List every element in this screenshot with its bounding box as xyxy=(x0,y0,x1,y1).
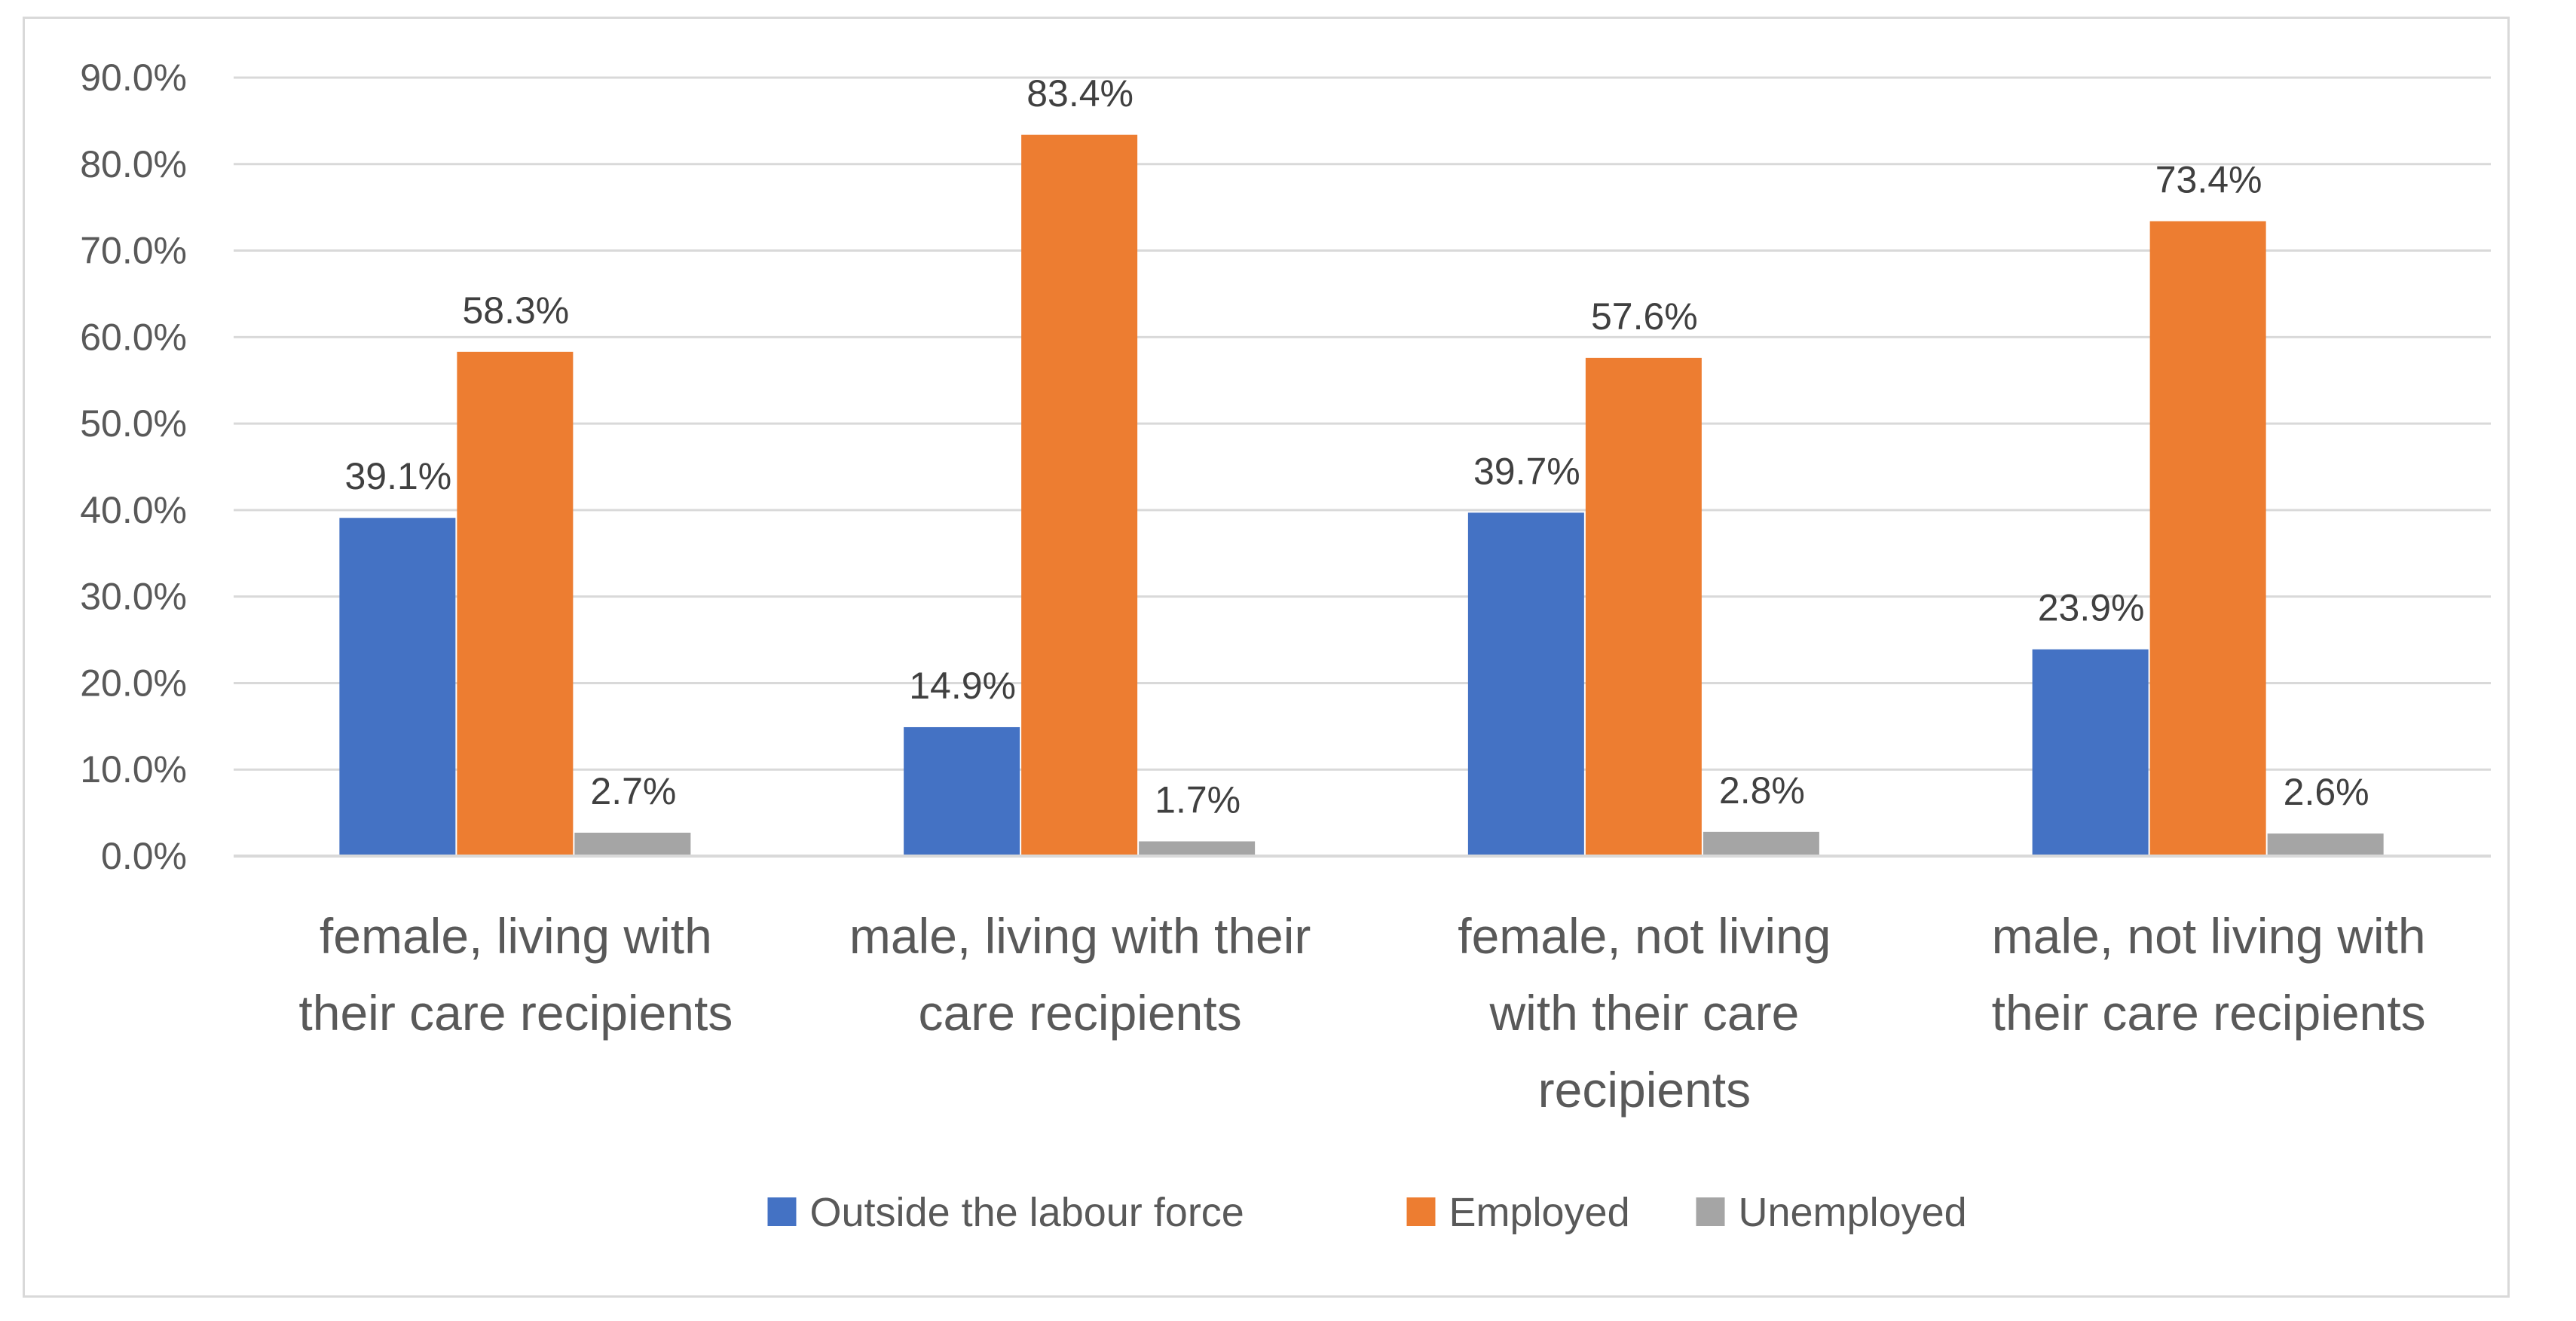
bar xyxy=(1703,831,1819,856)
y-tick-label: 80.0% xyxy=(80,143,187,185)
data-label: 2.6% xyxy=(2284,771,2369,813)
legend-item: Outside the labour force xyxy=(767,1190,1244,1235)
legend-label: Outside the labour force xyxy=(810,1190,1244,1235)
category-label: care recipients xyxy=(919,985,1242,1041)
y-tick-label: 60.0% xyxy=(80,316,187,358)
y-tick-label: 70.0% xyxy=(80,230,187,272)
legend-swatch xyxy=(767,1197,797,1226)
y-tick-label: 90.0% xyxy=(80,57,187,99)
category-label: male, living with their xyxy=(849,908,1311,964)
legend-swatch xyxy=(1406,1197,1436,1226)
data-label: 39.1% xyxy=(344,455,451,497)
category-label: their care recipients xyxy=(1992,985,2426,1041)
y-tick-label: 50.0% xyxy=(80,402,187,445)
bars xyxy=(339,134,2384,857)
category-label: recipients xyxy=(1538,1062,1751,1118)
category-label: their care recipients xyxy=(298,985,733,1041)
bar xyxy=(574,833,691,856)
legend-label: Employed xyxy=(1449,1190,1630,1235)
category-label: female, living with xyxy=(320,908,712,964)
legend-swatch xyxy=(1696,1197,1725,1226)
y-axis-tick-labels: 0.0% 10.0% 20.0% 30.0% 40.0% 50.0% 60.0% 70.0% 8… xyxy=(80,57,187,877)
data-label: 39.7% xyxy=(1473,450,1580,492)
y-tick-label: 20.0% xyxy=(80,662,187,704)
bar xyxy=(904,726,1020,856)
bar xyxy=(2149,221,2266,856)
data-label: 14.9% xyxy=(909,665,1016,707)
y-tick-label: 40.0% xyxy=(80,489,187,531)
data-label: 57.6% xyxy=(1591,295,1698,338)
data-label: 73.4% xyxy=(2155,159,2262,201)
y-tick-label: 0.0% xyxy=(101,835,187,877)
data-label: 83.4% xyxy=(1026,72,1134,115)
data-label: 2.8% xyxy=(1719,769,1805,812)
y-tick-label: 30.0% xyxy=(80,576,187,618)
legend: Outside the labour force Employed Unemploy… xyxy=(767,1190,1967,1235)
category-label: male, not living with xyxy=(1992,908,2426,964)
bar xyxy=(1021,134,1138,857)
data-label: 58.3% xyxy=(462,289,569,332)
category-label: female, not living xyxy=(1458,908,1831,964)
bar xyxy=(1139,841,1256,856)
bar xyxy=(2032,649,2149,856)
legend-item: Unemployed xyxy=(1696,1190,1967,1235)
legend-item: Employed xyxy=(1406,1190,1630,1235)
category-labels: female, living with their care recipients… xyxy=(298,908,2425,1118)
legend-label: Unemployed xyxy=(1739,1190,1967,1235)
y-tick-label: 10.0% xyxy=(80,748,187,790)
bar xyxy=(1585,357,1702,856)
bar xyxy=(339,518,456,856)
category-label: with their care xyxy=(1488,985,1799,1041)
data-labels: 39.1% 58.3% 2.7% 14.9% 83.4% 1.7% 39.7% 57.6% 2.… xyxy=(344,72,2369,821)
bar xyxy=(1467,512,1584,856)
data-label: 2.7% xyxy=(590,770,676,812)
bar xyxy=(2267,833,2384,856)
data-label: 23.9% xyxy=(2038,587,2145,629)
bar xyxy=(457,351,574,856)
data-label: 1.7% xyxy=(1155,778,1241,821)
